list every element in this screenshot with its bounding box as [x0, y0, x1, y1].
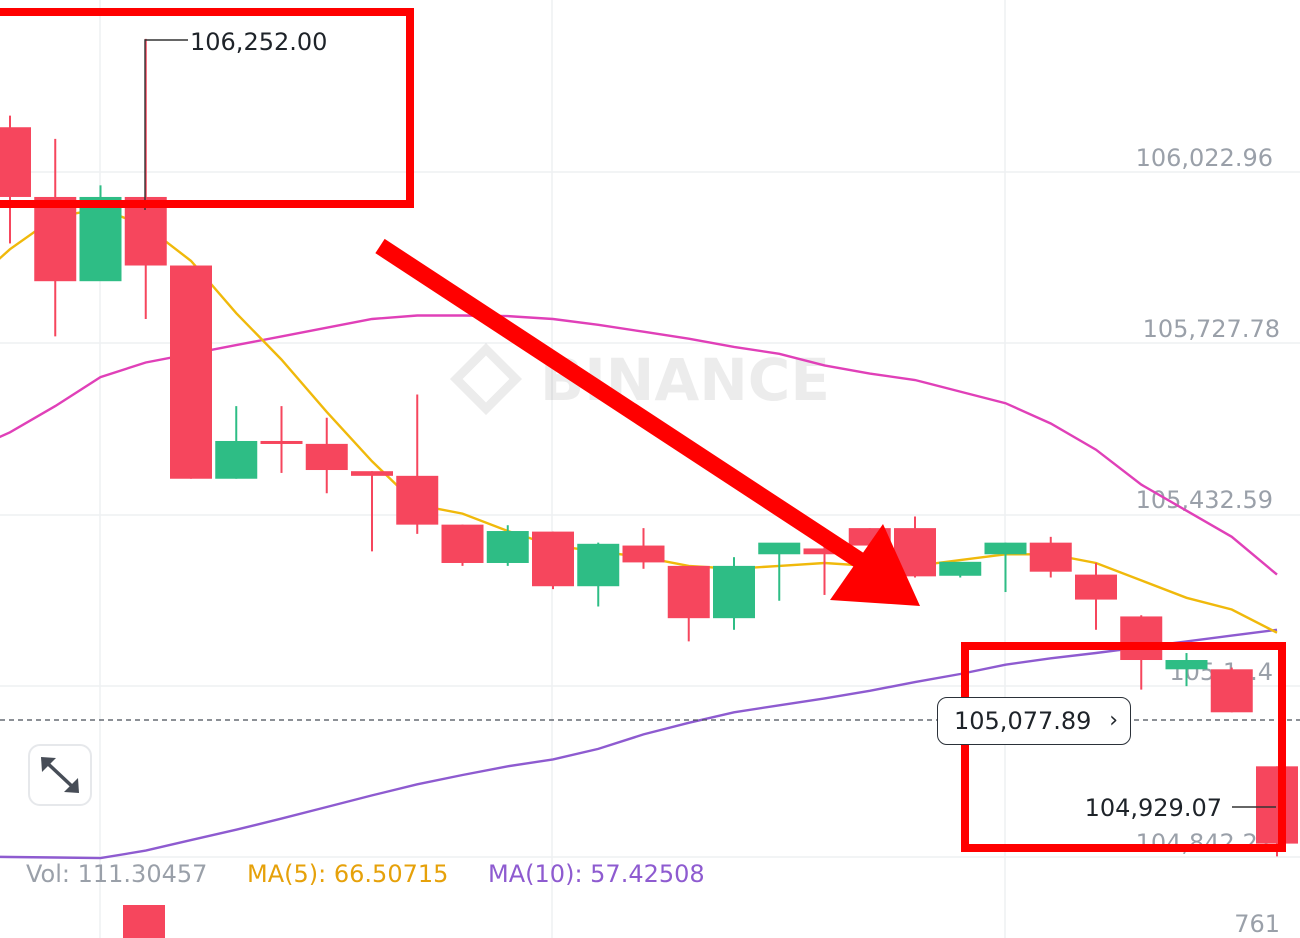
candle-body: [1029, 542, 1072, 572]
candle-body: [1165, 660, 1208, 670]
candle: [803, 539, 846, 595]
annotation-arrow-shaft: [375, 238, 873, 574]
candle-body: [577, 543, 620, 587]
candle-body: [622, 545, 665, 563]
candle: [532, 531, 574, 590]
y-axis-label: 106,022.96: [1136, 144, 1273, 172]
annotation-box-low: [961, 642, 1286, 852]
candle-body: [758, 542, 801, 555]
candle: [396, 394, 439, 534]
candle: [984, 542, 1027, 593]
candle-body: [939, 561, 982, 576]
annotation-box-high: [0, 8, 414, 208]
candle: [758, 542, 801, 601]
volume-ma5: MA(5): 66.50715: [247, 860, 449, 888]
candle-body: [803, 548, 846, 555]
volume-axis-label: 761: [1234, 910, 1280, 938]
volume-bar: [123, 905, 165, 938]
candle-body: [0, 127, 31, 197]
volume-legend: Vol: 111.30457 MA(5): 66.50715 MA(10): 5…: [26, 860, 737, 888]
candle: [215, 406, 258, 479]
current-price-value: 105,077.89: [954, 707, 1092, 735]
candle: [170, 265, 212, 479]
candle: [1075, 562, 1117, 630]
candle-body: [713, 565, 755, 619]
candle-body: [170, 265, 212, 479]
candle: [894, 516, 936, 578]
candle-body: [124, 196, 167, 266]
candle: [79, 185, 122, 282]
expand-arrows-icon: [41, 757, 79, 793]
candle-body: [486, 531, 529, 563]
ma-long-line: [0, 628, 1278, 860]
candle: [1165, 653, 1208, 687]
volume-value: Vol: 111.30457: [26, 860, 208, 888]
candle-body: [1120, 616, 1163, 661]
candle-body: [667, 565, 710, 619]
volume-ma10: MA(10): 57.42508: [488, 860, 705, 888]
candle: [486, 525, 529, 566]
candle-body: [351, 471, 393, 476]
candle: [441, 524, 484, 566]
y-axis-label: 104,842.22: [1136, 829, 1273, 857]
low-label: 104,929.07: [1085, 794, 1222, 822]
annotation-overlay: [0, 8, 1286, 852]
candle: [260, 406, 303, 473]
high-label: 106,252.00: [190, 28, 327, 56]
candle: [34, 138, 77, 337]
current-price-tag[interactable]: 105,077.89 ›: [937, 697, 1131, 745]
candle-body: [305, 443, 348, 471]
high-marker: 106,252.00: [144, 28, 327, 210]
candle: [1210, 667, 1253, 713]
candle-body: [34, 196, 77, 282]
candle: [1029, 536, 1072, 578]
candle: [124, 38, 167, 319]
candle-body: [1256, 766, 1298, 844]
candle: [351, 471, 393, 552]
candle-body: [215, 440, 258, 479]
candle: [667, 565, 710, 642]
candle: [1256, 766, 1298, 857]
low-marker: 104,929.07: [1085, 794, 1276, 822]
candle: [939, 561, 982, 578]
y-axis-label: 105,727.78: [1143, 315, 1280, 343]
binance-watermark: BINANCE: [449, 342, 830, 416]
candle-body: [396, 475, 439, 525]
chevron-right-icon: ›: [1109, 708, 1118, 733]
candle-body: [441, 524, 484, 563]
y-axis-label: 105,432.59: [1136, 486, 1273, 514]
candle: [622, 528, 665, 569]
candle-body: [532, 531, 574, 587]
candle-body: [79, 196, 122, 282]
expand-chart-button[interactable]: [28, 744, 92, 806]
candle: [713, 557, 755, 630]
candle: [0, 115, 31, 244]
candle: [1120, 615, 1163, 690]
candle-body: [984, 542, 1027, 555]
candle-body: [1210, 669, 1253, 713]
candle-body: [1075, 574, 1117, 600]
annotation-arrow-head: [830, 524, 920, 606]
candle: [305, 417, 348, 494]
candle-body: [260, 440, 303, 444]
candle: [577, 542, 620, 607]
